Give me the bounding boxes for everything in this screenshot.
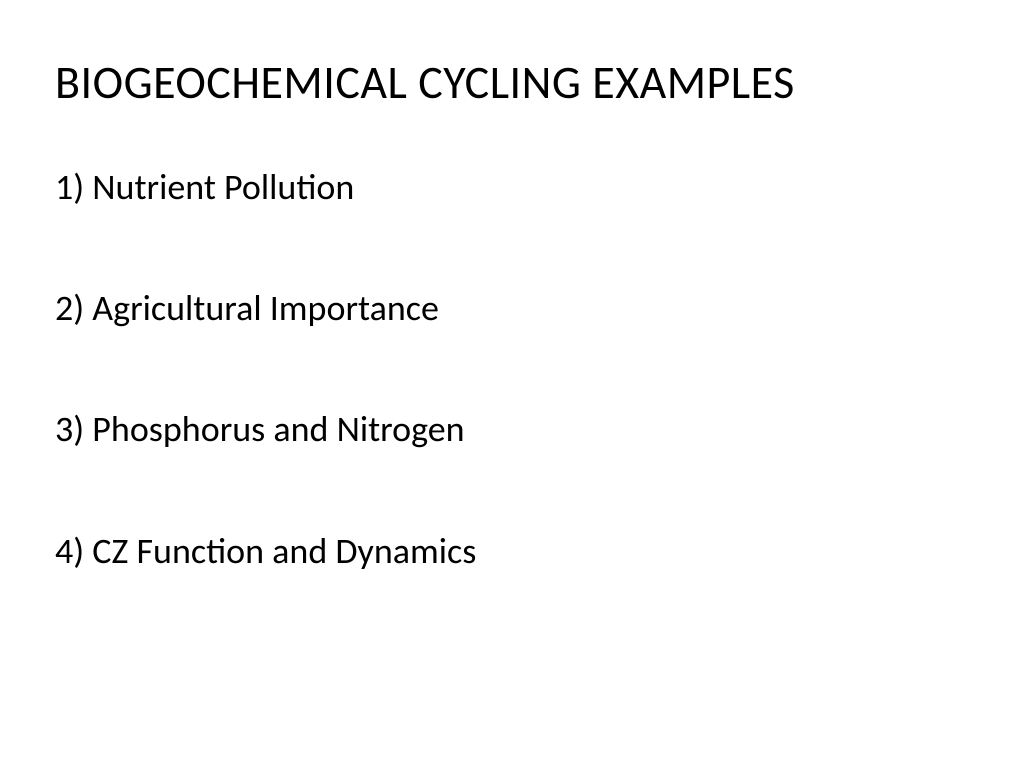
list-item: 3) Phosphorus and Nitrogen bbox=[55, 408, 974, 451]
slide-container: BIOGEOCHEMICAL CYCLING EXAMPLES 1) Nutri… bbox=[0, 0, 1024, 768]
slide-title: BIOGEOCHEMICAL CYCLING EXAMPLES bbox=[55, 55, 974, 111]
list-item: 1) Nutrient Pollution bbox=[55, 166, 974, 209]
list-item: 4) CZ Function and Dynamics bbox=[55, 530, 974, 573]
slide-list: 1) Nutrient Pollution 2) Agricultural Im… bbox=[55, 166, 974, 573]
list-item: 2) Agricultural Importance bbox=[55, 287, 974, 330]
